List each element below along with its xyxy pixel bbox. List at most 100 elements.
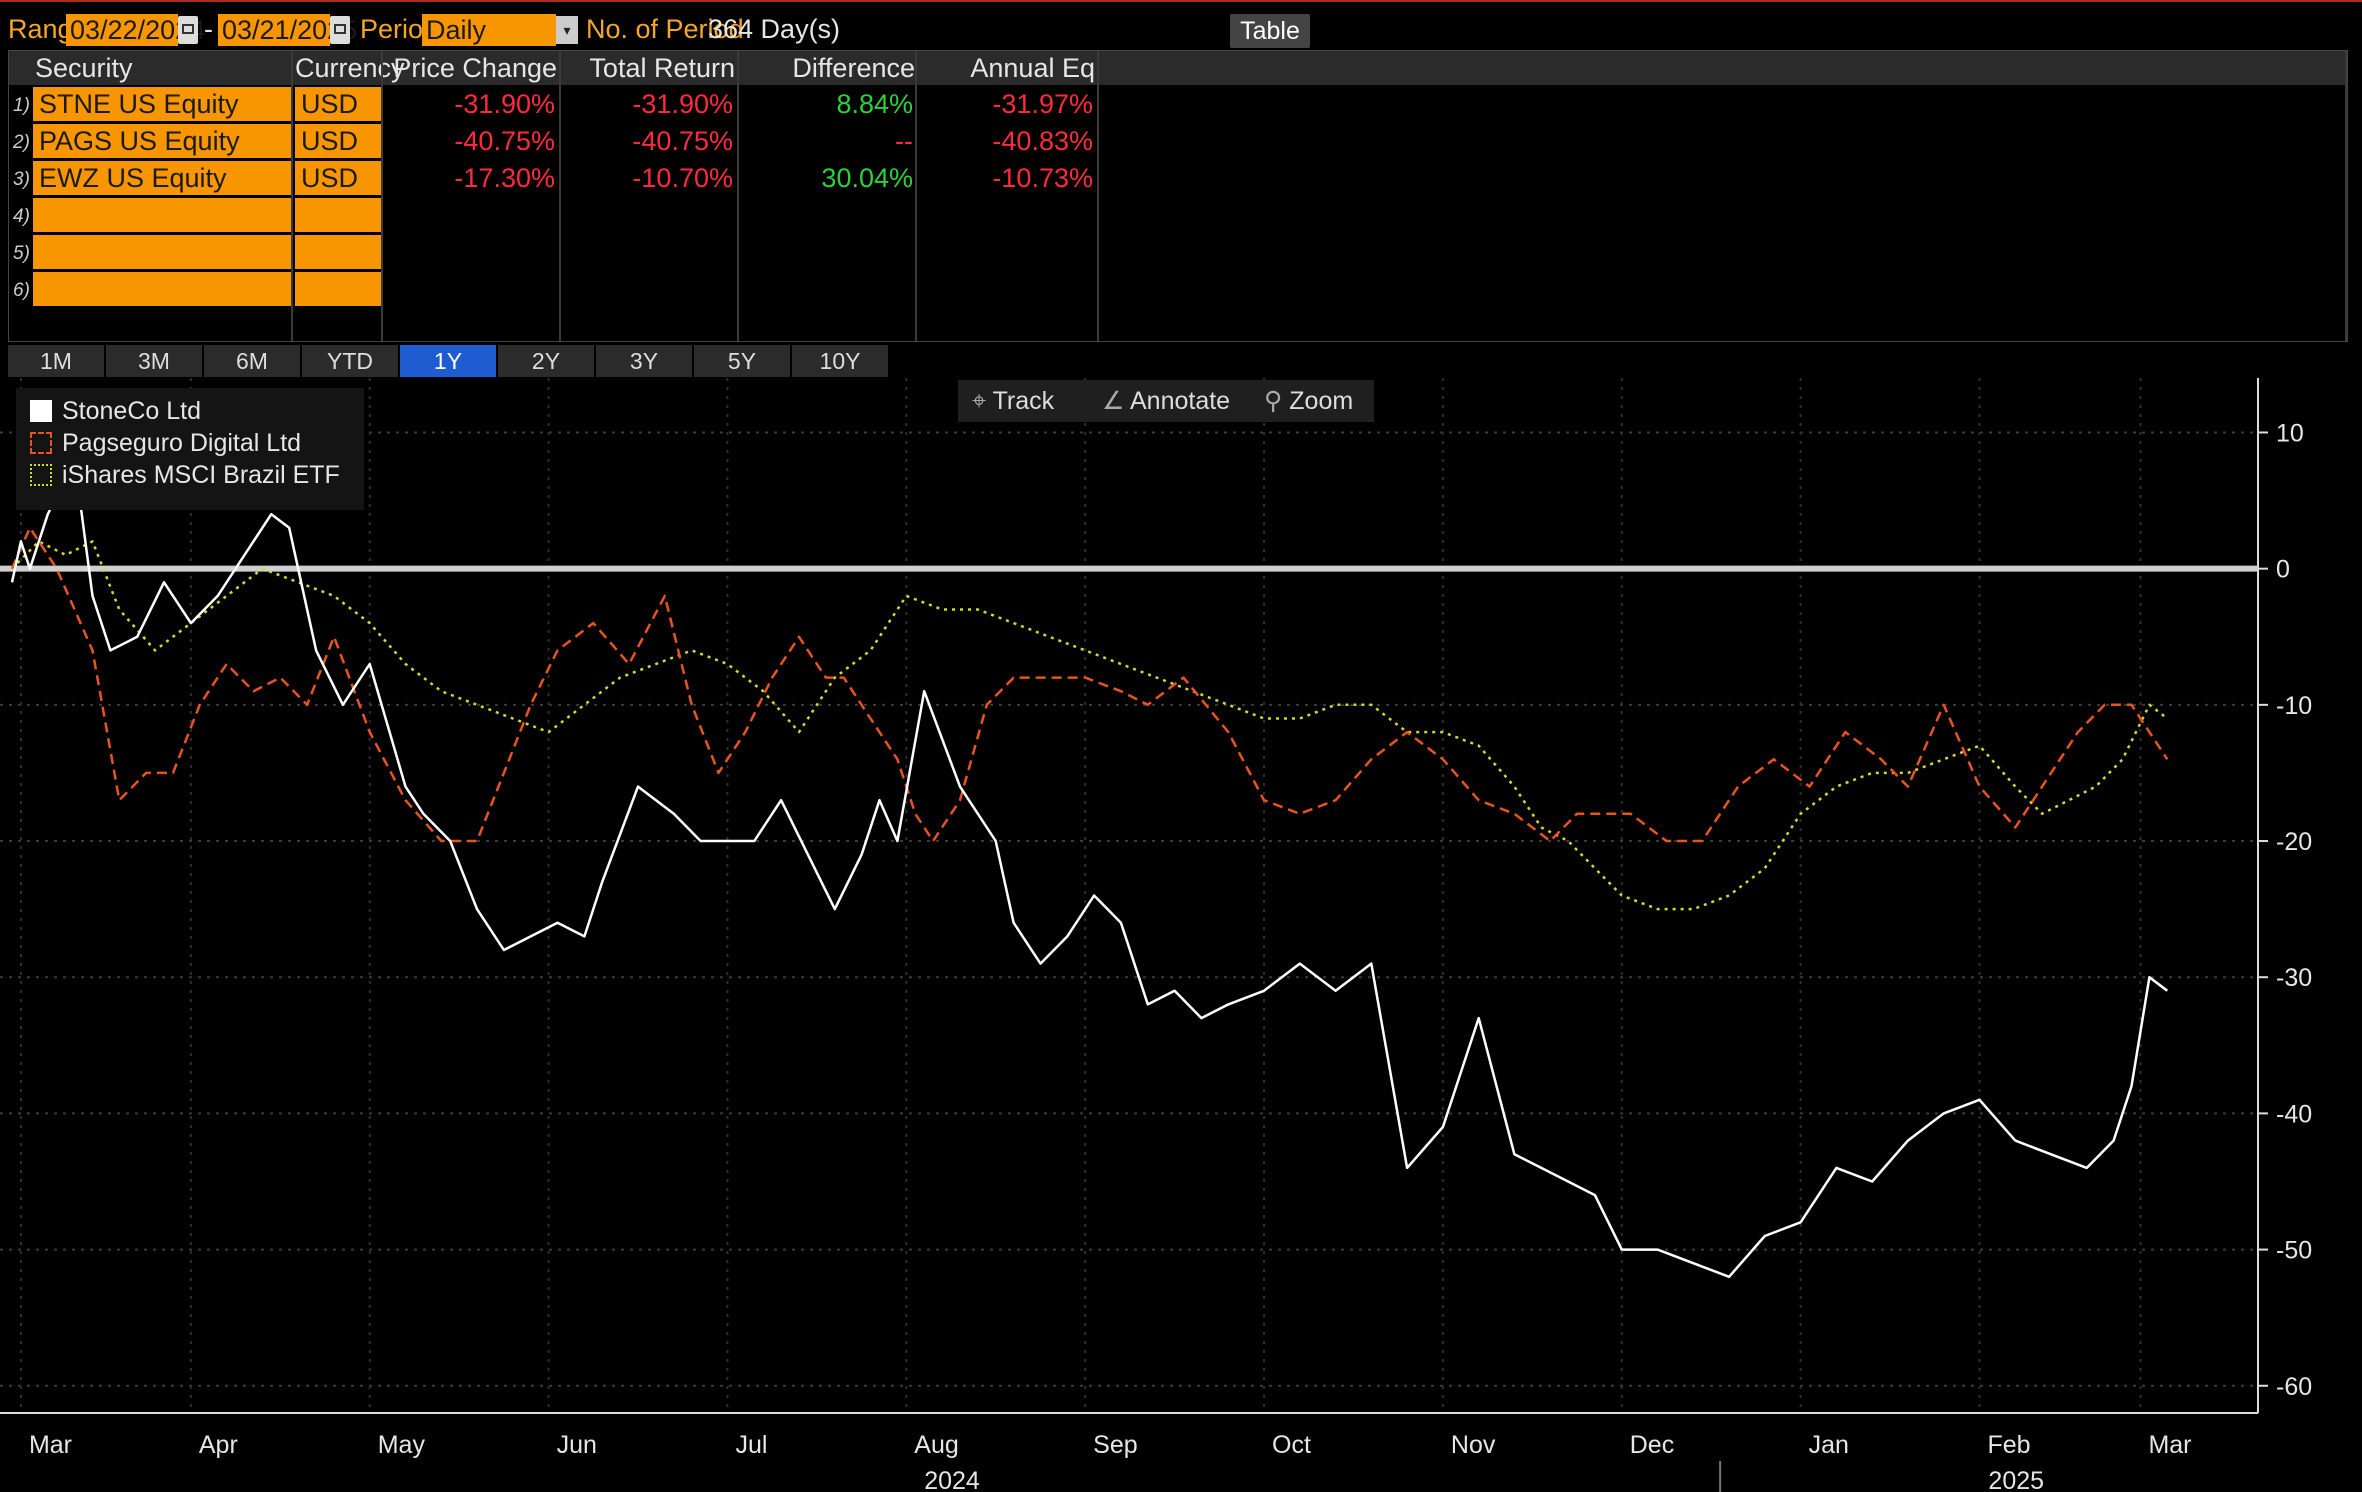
- header-difference[interactable]: Difference: [792, 53, 915, 83]
- currency-cell-empty[interactable]: [295, 198, 381, 232]
- zoom-label: Zoom: [1289, 387, 1354, 415]
- annotate-tool[interactable]: ∠ Annotate: [1102, 380, 1230, 422]
- month-label: Nov: [1451, 1431, 1496, 1459]
- y-tick-label: -10: [2276, 692, 2312, 720]
- month-label: Apr: [199, 1431, 238, 1459]
- securities-table: Security Currency Price Change Total Ret…: [8, 50, 2348, 342]
- toolbar: Range 03/22/2024 - 03/21/2025 Period Dai…: [0, 0, 2362, 52]
- legend-label: iShares MSCI Brazil ETF: [62, 461, 340, 489]
- security-cell-empty[interactable]: [33, 198, 291, 232]
- annotate-label: Annotate: [1130, 387, 1231, 415]
- row-number: 6): [13, 280, 30, 301]
- header-currency[interactable]: Currency: [295, 53, 405, 83]
- chevron-down-icon[interactable]: ▾: [556, 16, 578, 44]
- currency-cell[interactable]: USD: [295, 87, 381, 121]
- performance-chart[interactable]: 10 0 -10 -20 -30 -40 -50 -60 Mar Apr May Jun Jul Aug S…: [0, 378, 2362, 1492]
- price-change-value: -31.90%: [454, 89, 555, 119]
- price-change-value: -17.30%: [454, 163, 555, 193]
- month-label: Jan: [1809, 1431, 1849, 1459]
- header-security[interactable]: Security: [35, 53, 133, 83]
- calendar-icon[interactable]: [330, 16, 350, 44]
- tab-3m[interactable]: 3M: [106, 345, 202, 377]
- header-annual-eq[interactable]: Annual Eq: [970, 53, 1095, 83]
- row-number: 5): [13, 243, 30, 264]
- row-number: 4): [13, 206, 30, 227]
- y-tick-label: -60: [2276, 1373, 2312, 1401]
- calendar-icon[interactable]: [178, 16, 198, 44]
- annual-eq-value: -40.83%: [992, 126, 1093, 156]
- row-number: 2): [13, 132, 30, 153]
- security-cell-empty[interactable]: [33, 235, 291, 269]
- y-tick-label: 0: [2276, 556, 2290, 584]
- y-tick-label: -30: [2276, 964, 2312, 992]
- price-change-value: -40.75%: [454, 126, 555, 156]
- difference-value: 30.04%: [821, 163, 913, 193]
- y-tick-label: -40: [2276, 1100, 2312, 1128]
- legend-item-ishares[interactable]: iShares MSCI Brazil ETF: [30, 460, 340, 490]
- month-label: Dec: [1630, 1431, 1674, 1459]
- month-label: Jul: [735, 1431, 767, 1459]
- tab-1y[interactable]: 1Y: [400, 345, 496, 377]
- security-cell[interactable]: EWZ US Equity: [33, 161, 291, 195]
- total-return-value: -10.70%: [632, 163, 733, 193]
- currency-cell-empty[interactable]: [295, 235, 381, 269]
- month-label: Mar: [29, 1431, 72, 1459]
- currency-cell-empty[interactable]: [295, 272, 381, 306]
- chart-toolbar: ⌖ Track ∠ Annotate ⚲ Zoom: [958, 380, 1374, 422]
- series-line-solid: [10, 458, 2169, 1279]
- month-label: Mar: [2148, 1431, 2191, 1459]
- header-total-return[interactable]: Total Return: [589, 53, 735, 83]
- year-label: 2024: [924, 1467, 980, 1492]
- month-label: Jun: [557, 1431, 597, 1459]
- tab-10y[interactable]: 10Y: [792, 345, 888, 377]
- legend-item-pagseguro[interactable]: Pagseguro Digital Ltd: [30, 428, 301, 458]
- range-dash: -: [204, 14, 213, 44]
- row-number: 1): [13, 95, 30, 116]
- series-line-dashed: [10, 526, 2169, 843]
- y-tick-label: -50: [2276, 1237, 2312, 1265]
- series-line-dotted: [11, 540, 2169, 911]
- difference-value: 8.84%: [836, 89, 913, 119]
- legend-label: StoneCo Ltd: [62, 397, 201, 425]
- periods-label: No. of Period: [586, 14, 744, 44]
- chart-legend: StoneCo Ltd Pagseguro Digital Ltd iShare…: [16, 388, 364, 510]
- month-label: Feb: [1987, 1431, 2030, 1459]
- pencil-icon: ∠: [1102, 387, 1125, 415]
- month-label: Oct: [1272, 1431, 1311, 1459]
- tab-6m[interactable]: 6M: [204, 345, 300, 377]
- crosshair-icon: ⌖: [972, 387, 987, 415]
- start-date-field[interactable]: 03/22/2024: [66, 14, 205, 46]
- annual-eq-value: -31.97%: [992, 89, 1093, 119]
- tab-3y[interactable]: 3Y: [596, 345, 692, 377]
- header-price-change[interactable]: Price Change: [393, 53, 557, 83]
- period-select[interactable]: Daily: [422, 14, 556, 46]
- legend-item-stoneco[interactable]: StoneCo Ltd: [30, 396, 201, 426]
- tab-ytd[interactable]: YTD: [302, 345, 398, 377]
- year-label: 2025: [1988, 1467, 2044, 1492]
- security-cell[interactable]: PAGS US Equity: [33, 124, 291, 158]
- end-date-field[interactable]: 03/21/2025: [218, 14, 357, 46]
- table-button[interactable]: Table: [1230, 14, 1310, 48]
- tab-1m[interactable]: 1M: [8, 345, 104, 377]
- dashed-swatch-icon: [30, 432, 52, 454]
- security-cell[interactable]: STNE US Equity: [33, 87, 291, 121]
- month-label: Aug: [914, 1431, 958, 1459]
- dotted-swatch-icon: [30, 464, 52, 486]
- zoom-tool[interactable]: ⚲ Zoom: [1264, 380, 1353, 422]
- annual-eq-value: -10.73%: [992, 163, 1093, 193]
- track-label: Track: [992, 387, 1055, 415]
- currency-cell[interactable]: USD: [295, 124, 381, 158]
- security-cell-empty[interactable]: [33, 272, 291, 306]
- tab-5y[interactable]: 5Y: [694, 345, 790, 377]
- tab-2y[interactable]: 2Y: [498, 345, 594, 377]
- periods-value: 364 Day(s): [708, 14, 841, 44]
- month-label: Sep: [1093, 1431, 1137, 1459]
- track-tool[interactable]: ⌖ Track: [972, 380, 1054, 422]
- month-label: May: [378, 1431, 426, 1459]
- total-return-value: -31.90%: [632, 89, 733, 119]
- total-return-value: -40.75%: [632, 126, 733, 156]
- y-tick-label: 10: [2276, 419, 2304, 447]
- currency-cell[interactable]: USD: [295, 161, 381, 195]
- solid-swatch-icon: [30, 400, 52, 422]
- legend-label: Pagseguro Digital Ltd: [62, 429, 302, 457]
